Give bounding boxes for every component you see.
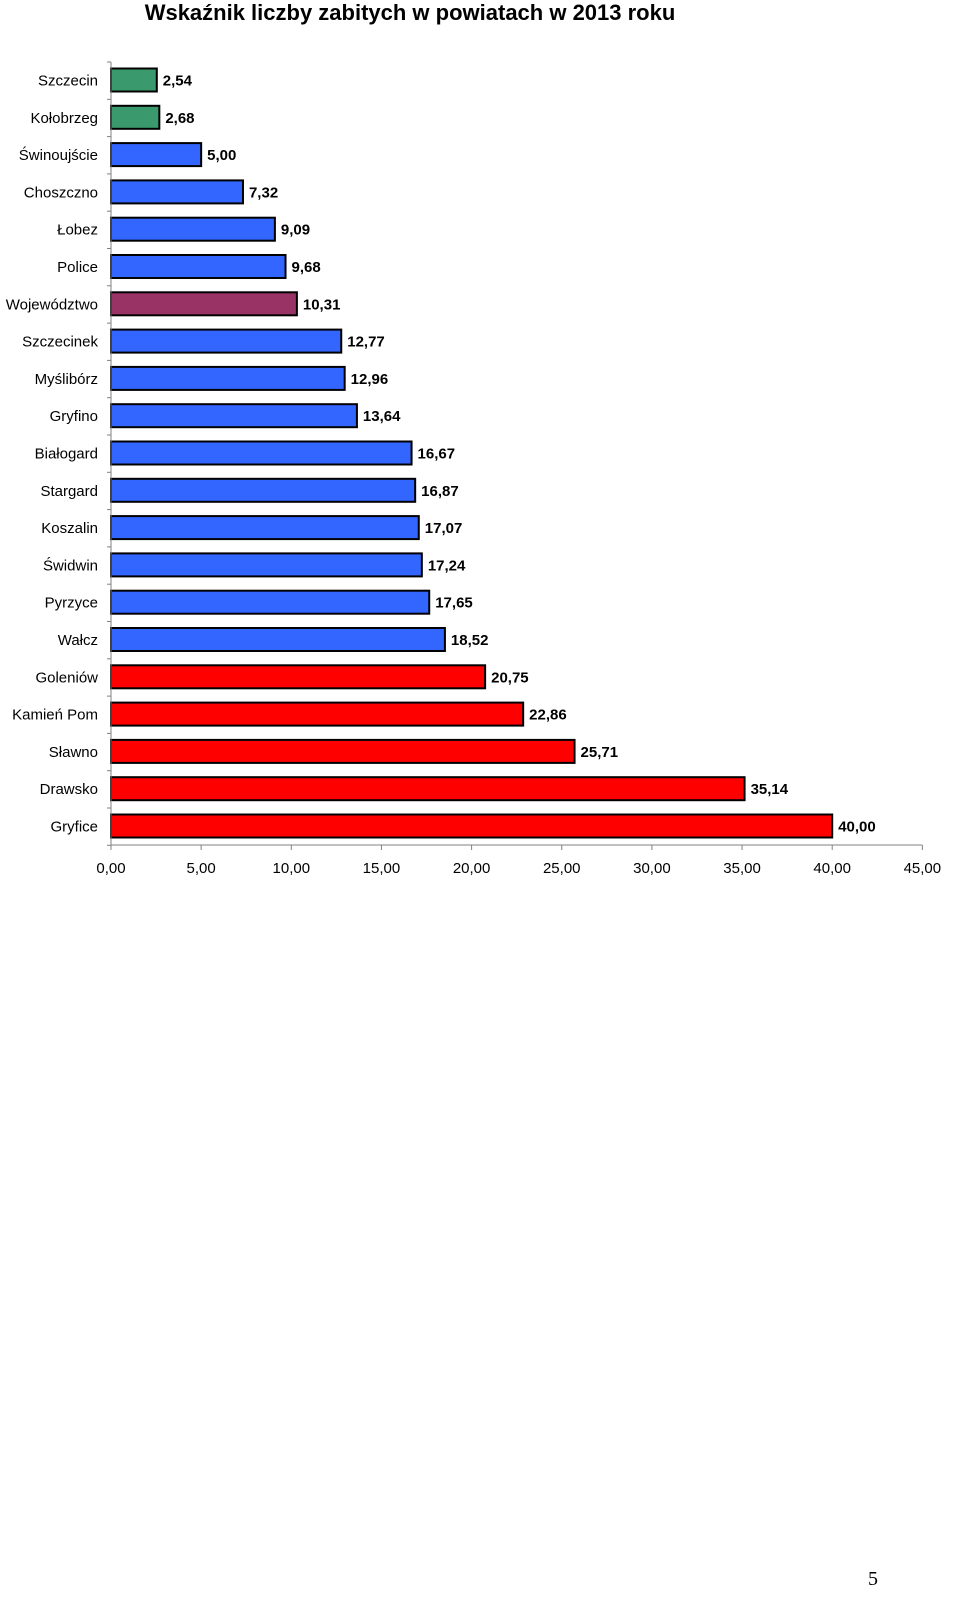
category-label: Stargard [40,483,98,500]
category-label: Gryfice [50,819,98,836]
bar [110,627,446,652]
category-label: Szczecinek [22,334,98,351]
category-label: Koszalin [41,520,98,537]
bar [110,738,576,764]
bar [110,104,161,130]
data-label: 5,00 [207,147,236,164]
category-label: Police [57,259,98,276]
x-tick-label: 30,00 [633,860,671,877]
category-label: Łobez [57,222,98,239]
category-label: Kamień Pom [12,707,98,724]
data-label: 2,68 [165,110,194,127]
category-label: Myślibórz [35,371,98,388]
category-label: Pyrzyce [45,595,98,612]
x-tick-label: 5,00 [187,860,216,877]
bar [110,477,417,503]
bar [110,515,420,541]
category-label: Świdwin [43,556,98,574]
category-label: Kołobrzeg [30,110,98,127]
bar [110,701,525,727]
category-label: Sławno [49,744,98,761]
bar [110,440,413,466]
data-label: 2,54 [163,73,193,90]
data-label: 10,31 [303,296,341,313]
bar [110,254,287,279]
x-tick-label: 10,00 [273,860,311,877]
bar [110,813,834,839]
bar [110,291,298,317]
x-tick-label: 45,00 [904,860,942,877]
bar [110,552,423,578]
bar [110,328,343,354]
tick-labels-group: 0,00 5,00 10,00 15,00 20,00 25,00 30,00 35,00 40… [96,860,941,877]
bar [110,664,487,690]
data-label: 12,96 [351,371,389,388]
data-labels-group: 2,54 2,68 5,00 7,32 9,09 9,68 10,31 12,77 12,96 1… [163,73,876,836]
bar [110,216,276,242]
data-label: 20,75 [491,669,529,686]
bar [110,179,244,205]
data-label: 17,65 [435,595,473,612]
x-tick-label: 20,00 [453,860,491,877]
chart-title: Wskaźnik liczby zabitych w powiatach w 2… [144,0,676,25]
x-tick-label: 0,00 [96,860,125,877]
data-label: 17,07 [425,520,463,537]
data-label: 22,86 [529,707,567,724]
x-tick-label: 25,00 [543,860,581,877]
data-label: 16,67 [418,446,456,463]
data-label: 12,77 [347,334,385,351]
category-label: Goleniów [35,669,98,686]
bar [110,365,346,391]
bar [110,589,431,615]
category-label: Białogard [35,446,98,463]
bar [110,142,203,168]
category-label: Choszczno [24,184,98,201]
bars-group [110,67,834,839]
x-tick-label: 40,00 [813,860,851,877]
data-label: 9,09 [281,222,310,239]
axes-group [107,61,923,850]
data-label: 18,52 [451,632,489,649]
data-label: 7,32 [249,184,278,201]
data-label: 35,14 [751,781,789,798]
category-label: Szczecin [38,73,98,90]
page-number: 5 [868,1568,878,1590]
data-label: 17,24 [428,557,466,574]
category-label: Gryfino [50,408,98,425]
data-label: 13,64 [363,408,401,425]
category-label: Świnoujście [19,146,98,164]
x-tick-label: 35,00 [723,860,761,877]
data-label: 25,71 [581,744,619,761]
category-labels-group: Szczecin Kołobrzeg Świnoujście Choszczno Łob… [6,73,99,836]
bar [110,776,746,802]
data-label: 9,68 [292,259,321,276]
data-label: 16,87 [421,483,459,500]
bar [110,67,158,93]
category-label: Województwo [6,296,98,313]
x-tick-label: 15,00 [363,860,401,877]
bar [110,403,358,429]
data-label: 40,00 [838,819,876,836]
category-label: Drawsko [40,781,98,798]
category-label: Wałcz [58,632,98,649]
